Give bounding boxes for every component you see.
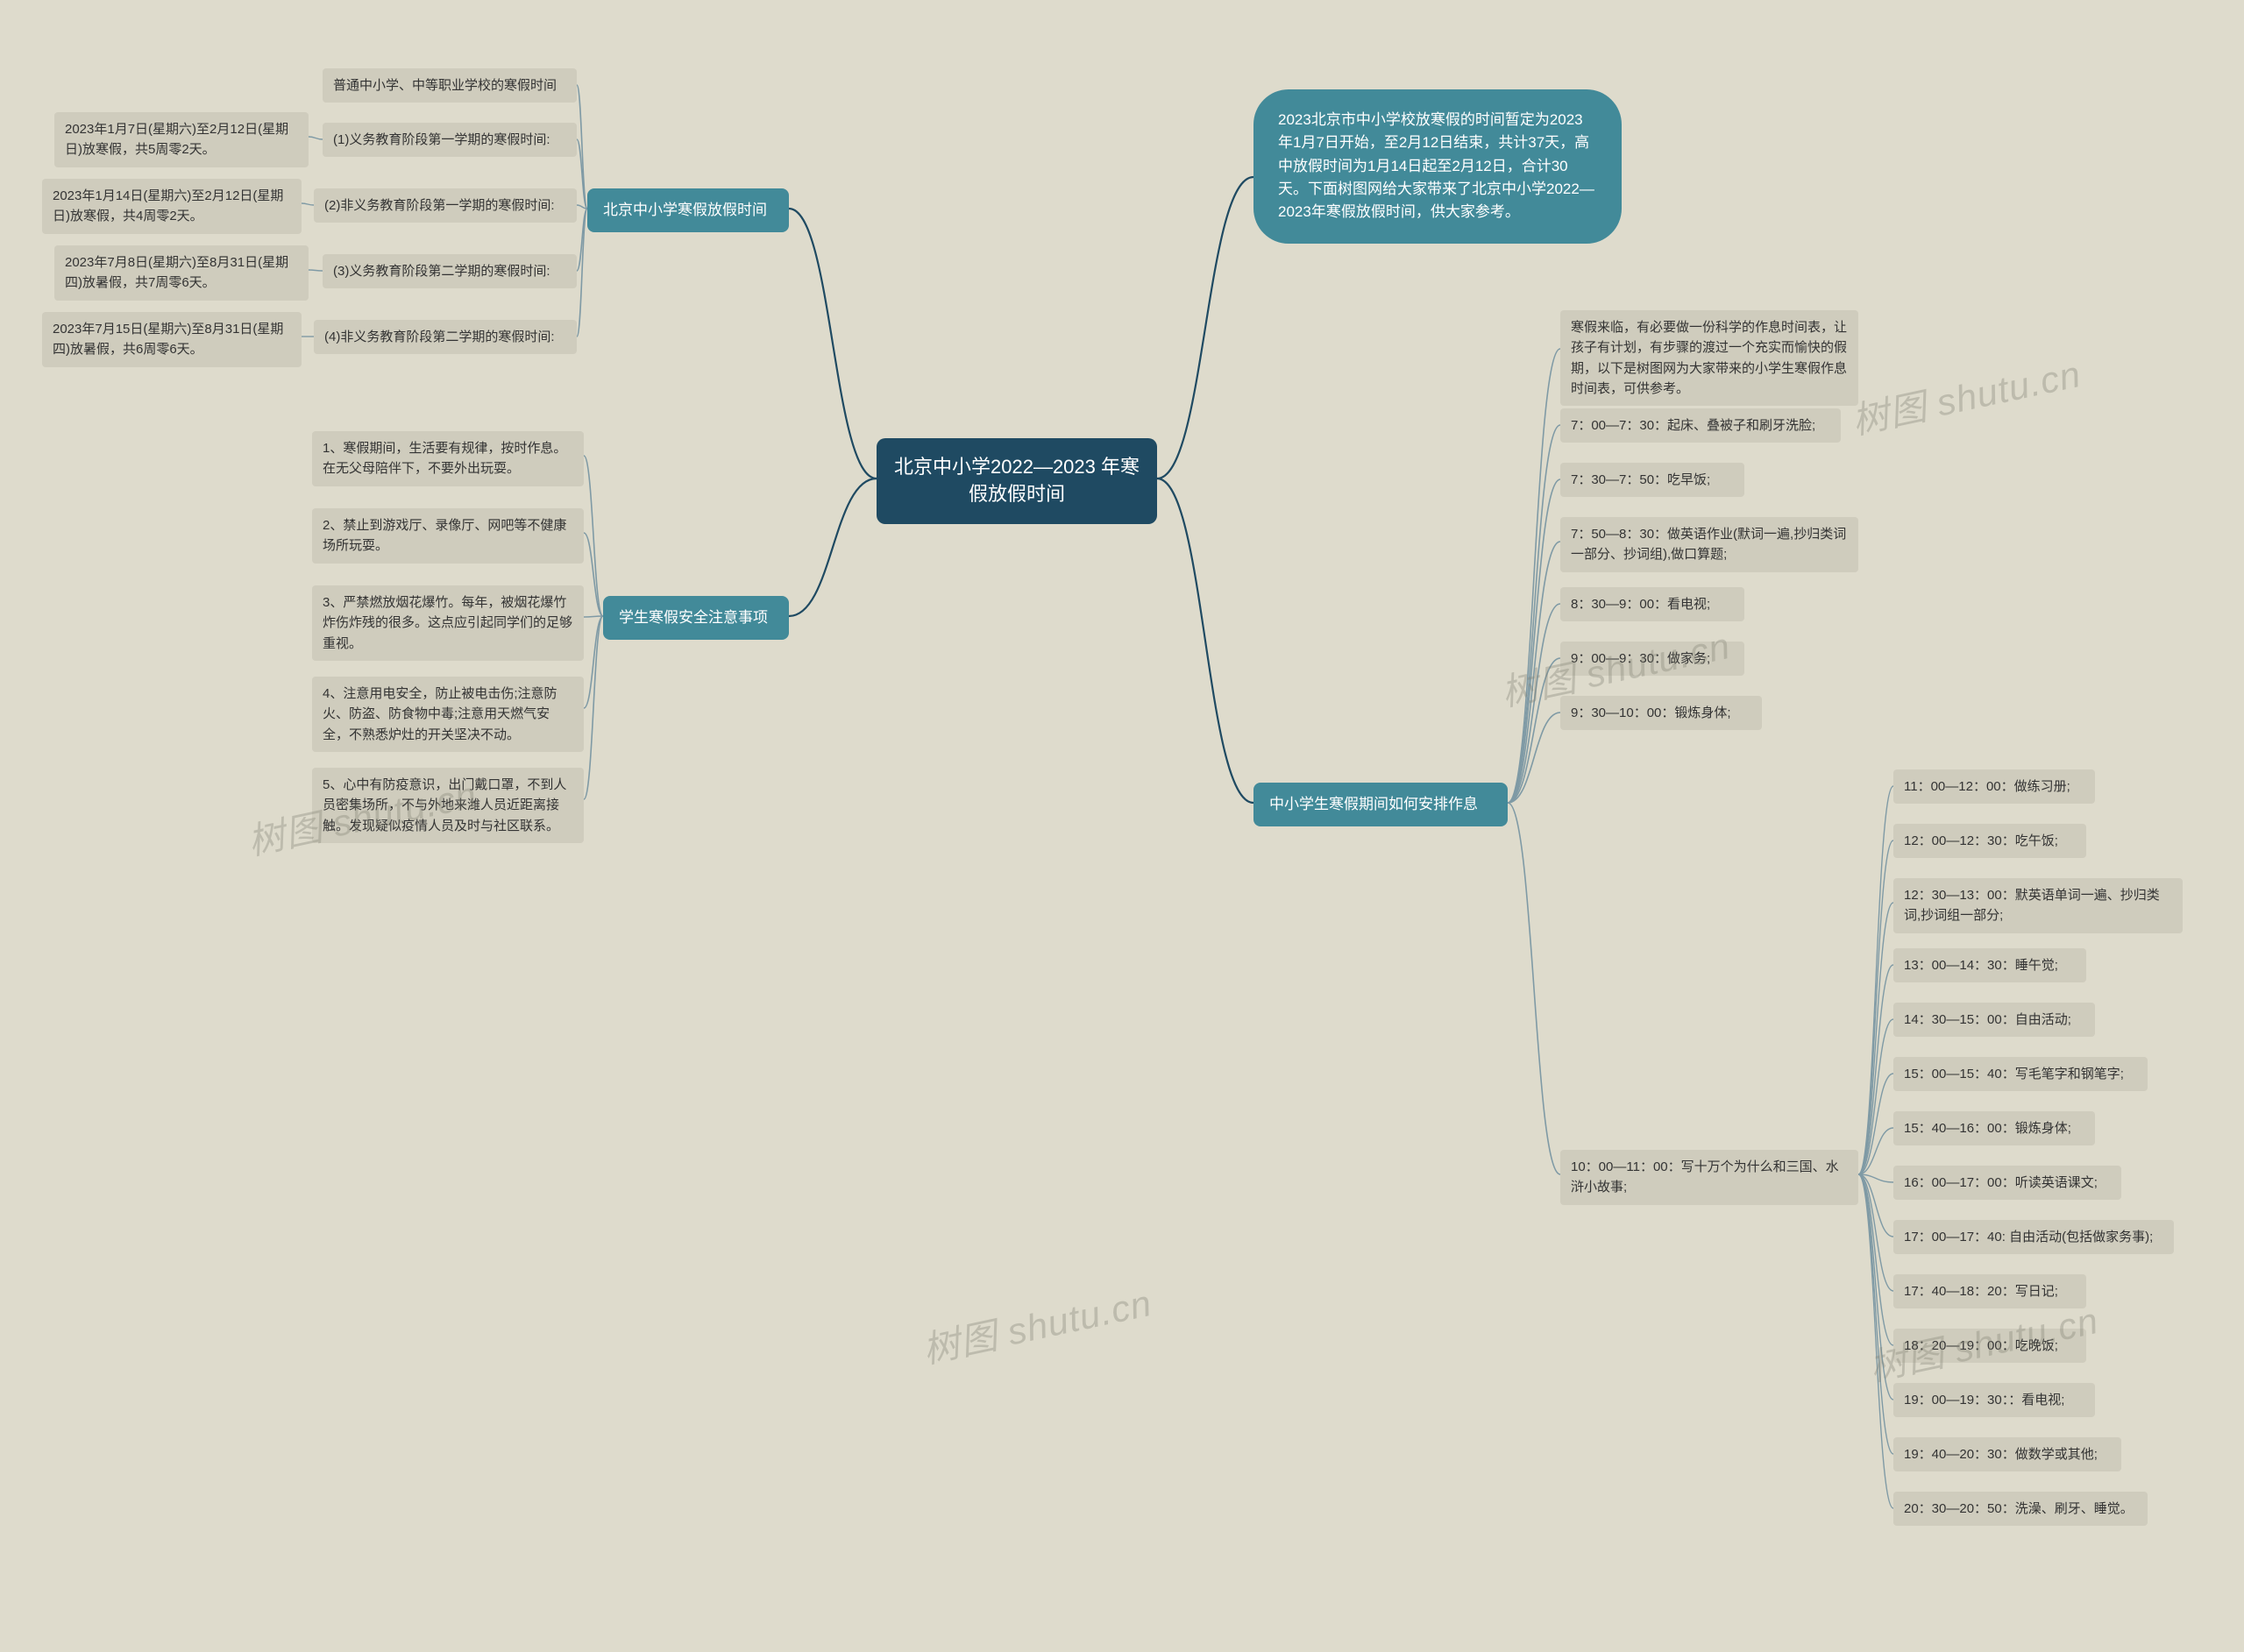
leaf-b1e: (4)非义务教育阶段第二学期的寒假时间: (314, 320, 577, 354)
leaf-c11: 18：20—19：00：吃晚饭; (1893, 1329, 2086, 1363)
leaf-b1e1: 2023年7月15日(星期六)至8月31日(星期四)放暑假，共6周零6天。 (42, 312, 302, 367)
leaf-b4b: 7：00—7：30：起床、叠被子和刷牙洗脸; (1560, 408, 1841, 443)
branch-b1: 北京中小学寒假放假时间 (587, 188, 789, 232)
leaf-b2a: 1、寒假期间，生活要有规律，按时作息。在无父母陪伴下，不要外出玩耍。 (312, 431, 584, 486)
leaf-c5: 14：30—15：00：自由活动; (1893, 1003, 2095, 1037)
leaf-b2e: 5、心中有防疫意识，出门戴口罩，不到人员密集场所，不与外地来潍人员近距离接触。发… (312, 768, 584, 843)
leaf-b1d1: 2023年7月8日(星期六)至8月31日(星期四)放暑假，共7周零6天。 (54, 245, 309, 301)
leaf-b1b: (1)义务教育阶段第一学期的寒假时间: (323, 123, 577, 157)
leaf-c3: 12：30—13：00：默英语单词一遍、抄归类词,抄词组一部分; (1893, 878, 2183, 933)
leaf-c7: 15：40—16：00：锻炼身体; (1893, 1111, 2095, 1145)
leaf-c10: 17：40—18：20：写日记; (1893, 1274, 2086, 1308)
leaf-c2: 12：00—12：30：吃午饭; (1893, 824, 2086, 858)
leaf-b4c: 7：30—7：50：吃早饭; (1560, 463, 1744, 497)
leaf-b1a: 普通中小学、中等职业学校的寒假时间 (323, 68, 577, 103)
leaf-c14: 20：30—20：50：洗澡、刷牙、睡觉。 (1893, 1492, 2148, 1526)
leaf-c12: 19：00—19：30：：看电视; (1893, 1383, 2095, 1417)
leaf-b1c: (2)非义务教育阶段第一学期的寒假时间: (314, 188, 577, 223)
leaf-b4e: 8：30—9：00：看电视; (1560, 587, 1744, 621)
leaf-b4f: 9：00—9：30：做家务; (1560, 642, 1744, 676)
branch-b3: 2023北京市中小学校放寒假的时间暂定为2023年1月7日开始，至2月12日结束… (1253, 89, 1622, 244)
leaf-c8: 16：00—17：00：听读英语课文; (1893, 1166, 2121, 1200)
leaf-c6: 15：00—15：40：写毛笔字和钢笔字; (1893, 1057, 2148, 1091)
root-node: 北京中小学2022—2023 年寒假放假时间 (877, 438, 1157, 524)
leaf-b4h: 10：00—11：00：写十万个为什么和三国、水浒小故事; (1560, 1150, 1858, 1205)
leaf-b4d: 7：50—8：30：做英语作业(默词一遍,抄归类词一部分、抄词组),做口算题; (1560, 517, 1858, 572)
leaf-b1d: (3)义务教育阶段第二学期的寒假时间: (323, 254, 577, 288)
leaf-b1c1: 2023年1月14日(星期六)至2月12日(星期日)放寒假，共4周零2天。 (42, 179, 302, 234)
leaf-c9: 17：00—17：40: 自由活动(包括做家务事); (1893, 1220, 2174, 1254)
leaf-b4a: 寒假来临，有必要做一份科学的作息时间表，让孩子有计划，有步骤的渡过一个充实而愉快… (1560, 310, 1858, 406)
leaf-b2d: 4、注意用电安全，防止被电击伤;注意防火、防盗、防食物中毒;注意用天燃气安全，不… (312, 677, 584, 752)
leaf-b4g: 9：30—10：00：锻炼身体; (1560, 696, 1762, 730)
branch-b4: 中小学生寒假期间如何安排作息 (1253, 783, 1508, 826)
leaf-c1: 11：00—12：00：做练习册; (1893, 769, 2095, 804)
leaf-b2c: 3、严禁燃放烟花爆竹。每年，被烟花爆竹炸伤炸残的很多。这点应引起同学们的足够重视… (312, 585, 584, 661)
leaf-c4: 13：00—14：30：睡午觉; (1893, 948, 2086, 982)
leaf-b1b1: 2023年1月7日(星期六)至2月12日(星期日)放寒假，共5周零2天。 (54, 112, 309, 167)
leaf-b2b: 2、禁止到游戏厅、录像厅、网吧等不健康场所玩耍。 (312, 508, 584, 564)
leaf-c13: 19：40—20：30：做数学或其他; (1893, 1437, 2121, 1471)
branch-b2: 学生寒假安全注意事项 (603, 596, 789, 640)
